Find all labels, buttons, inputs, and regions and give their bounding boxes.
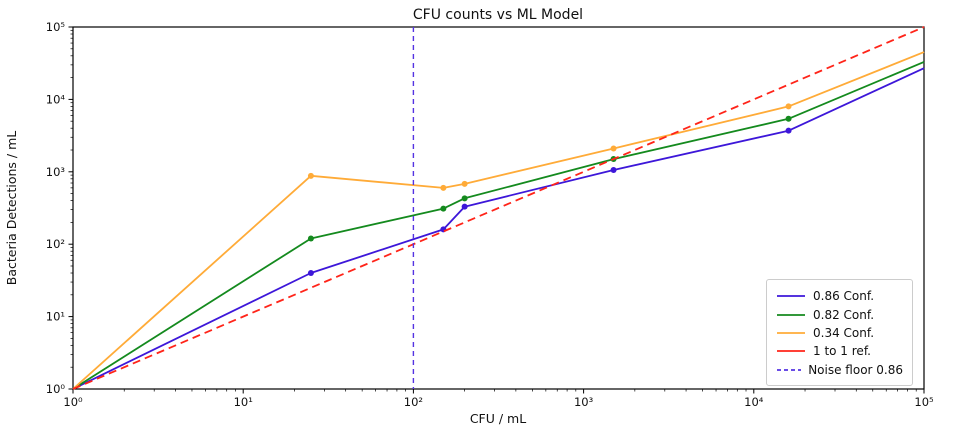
y-tick-label: 10⁰ — [46, 382, 66, 396]
legend-item: 1 to 1 ref. — [776, 342, 903, 360]
chart-title: CFU counts vs ML Model — [413, 7, 583, 23]
y-tick-label: 10³ — [46, 165, 66, 179]
legend-label: Noise floor 0.86 — [808, 362, 903, 377]
legend-swatch — [777, 368, 802, 371]
data-point-marker — [610, 166, 617, 173]
data-point-marker — [785, 115, 792, 122]
legend-label: 0.82 Conf. — [813, 307, 875, 322]
legend-item: 0.34 Conf. — [776, 324, 903, 342]
x-tick-label: 10⁰ — [63, 395, 83, 409]
legend-swatch — [777, 350, 805, 353]
data-point-marker — [785, 103, 792, 110]
data-point-marker — [307, 270, 314, 277]
x-tick-label: 10⁵ — [914, 395, 934, 409]
legend-item: 0.86 Conf. — [776, 287, 903, 305]
x-axis-label: CFU / mL — [470, 411, 526, 426]
legend-label: 0.34 Conf. — [813, 325, 875, 340]
y-tick-label: 10⁴ — [46, 92, 66, 106]
series-line — [72, 26, 925, 390]
data-point-marker — [461, 195, 468, 202]
legend-swatch — [777, 295, 805, 298]
y-axis-label: Bacteria Detections / mL — [4, 131, 19, 286]
legend-label: 1 to 1 ref. — [813, 344, 871, 359]
x-tick-label: 10¹ — [234, 395, 253, 409]
data-point-marker — [307, 172, 314, 179]
data-point-marker — [461, 203, 468, 210]
legend-swatch — [777, 313, 805, 316]
legend-swatch — [777, 332, 805, 334]
x-tick-label: 10³ — [574, 395, 594, 409]
y-tick-label: 10⁵ — [46, 20, 66, 34]
x-tick-label: 10² — [404, 395, 423, 409]
legend-item: Noise floor 0.86 — [776, 361, 903, 379]
legend-item: 0.82 Conf. — [776, 305, 903, 323]
y-tick-label: 10² — [46, 237, 65, 251]
data-point-marker — [440, 184, 447, 191]
data-point-marker — [610, 145, 617, 152]
data-point-marker — [461, 180, 468, 187]
legend-label: 0.86 Conf. — [813, 289, 875, 304]
data-point-marker — [307, 235, 314, 242]
plot-area: 10⁰ 10¹ 10² 10³ 10⁴ 10⁵ 10⁰ 10¹ 10² 10³ 10⁴ 10⁵ — [46, 20, 934, 409]
data-point-marker — [785, 127, 792, 134]
data-point-marker — [440, 205, 447, 212]
plot-border — [72, 26, 925, 390]
y-tick-label: 10¹ — [46, 310, 65, 324]
legend: 0.86 Conf. 0.82 Conf. 0.34 Conf. 1 to 1 ref… — [766, 279, 913, 386]
x-tick-label: 10⁴ — [744, 395, 764, 409]
